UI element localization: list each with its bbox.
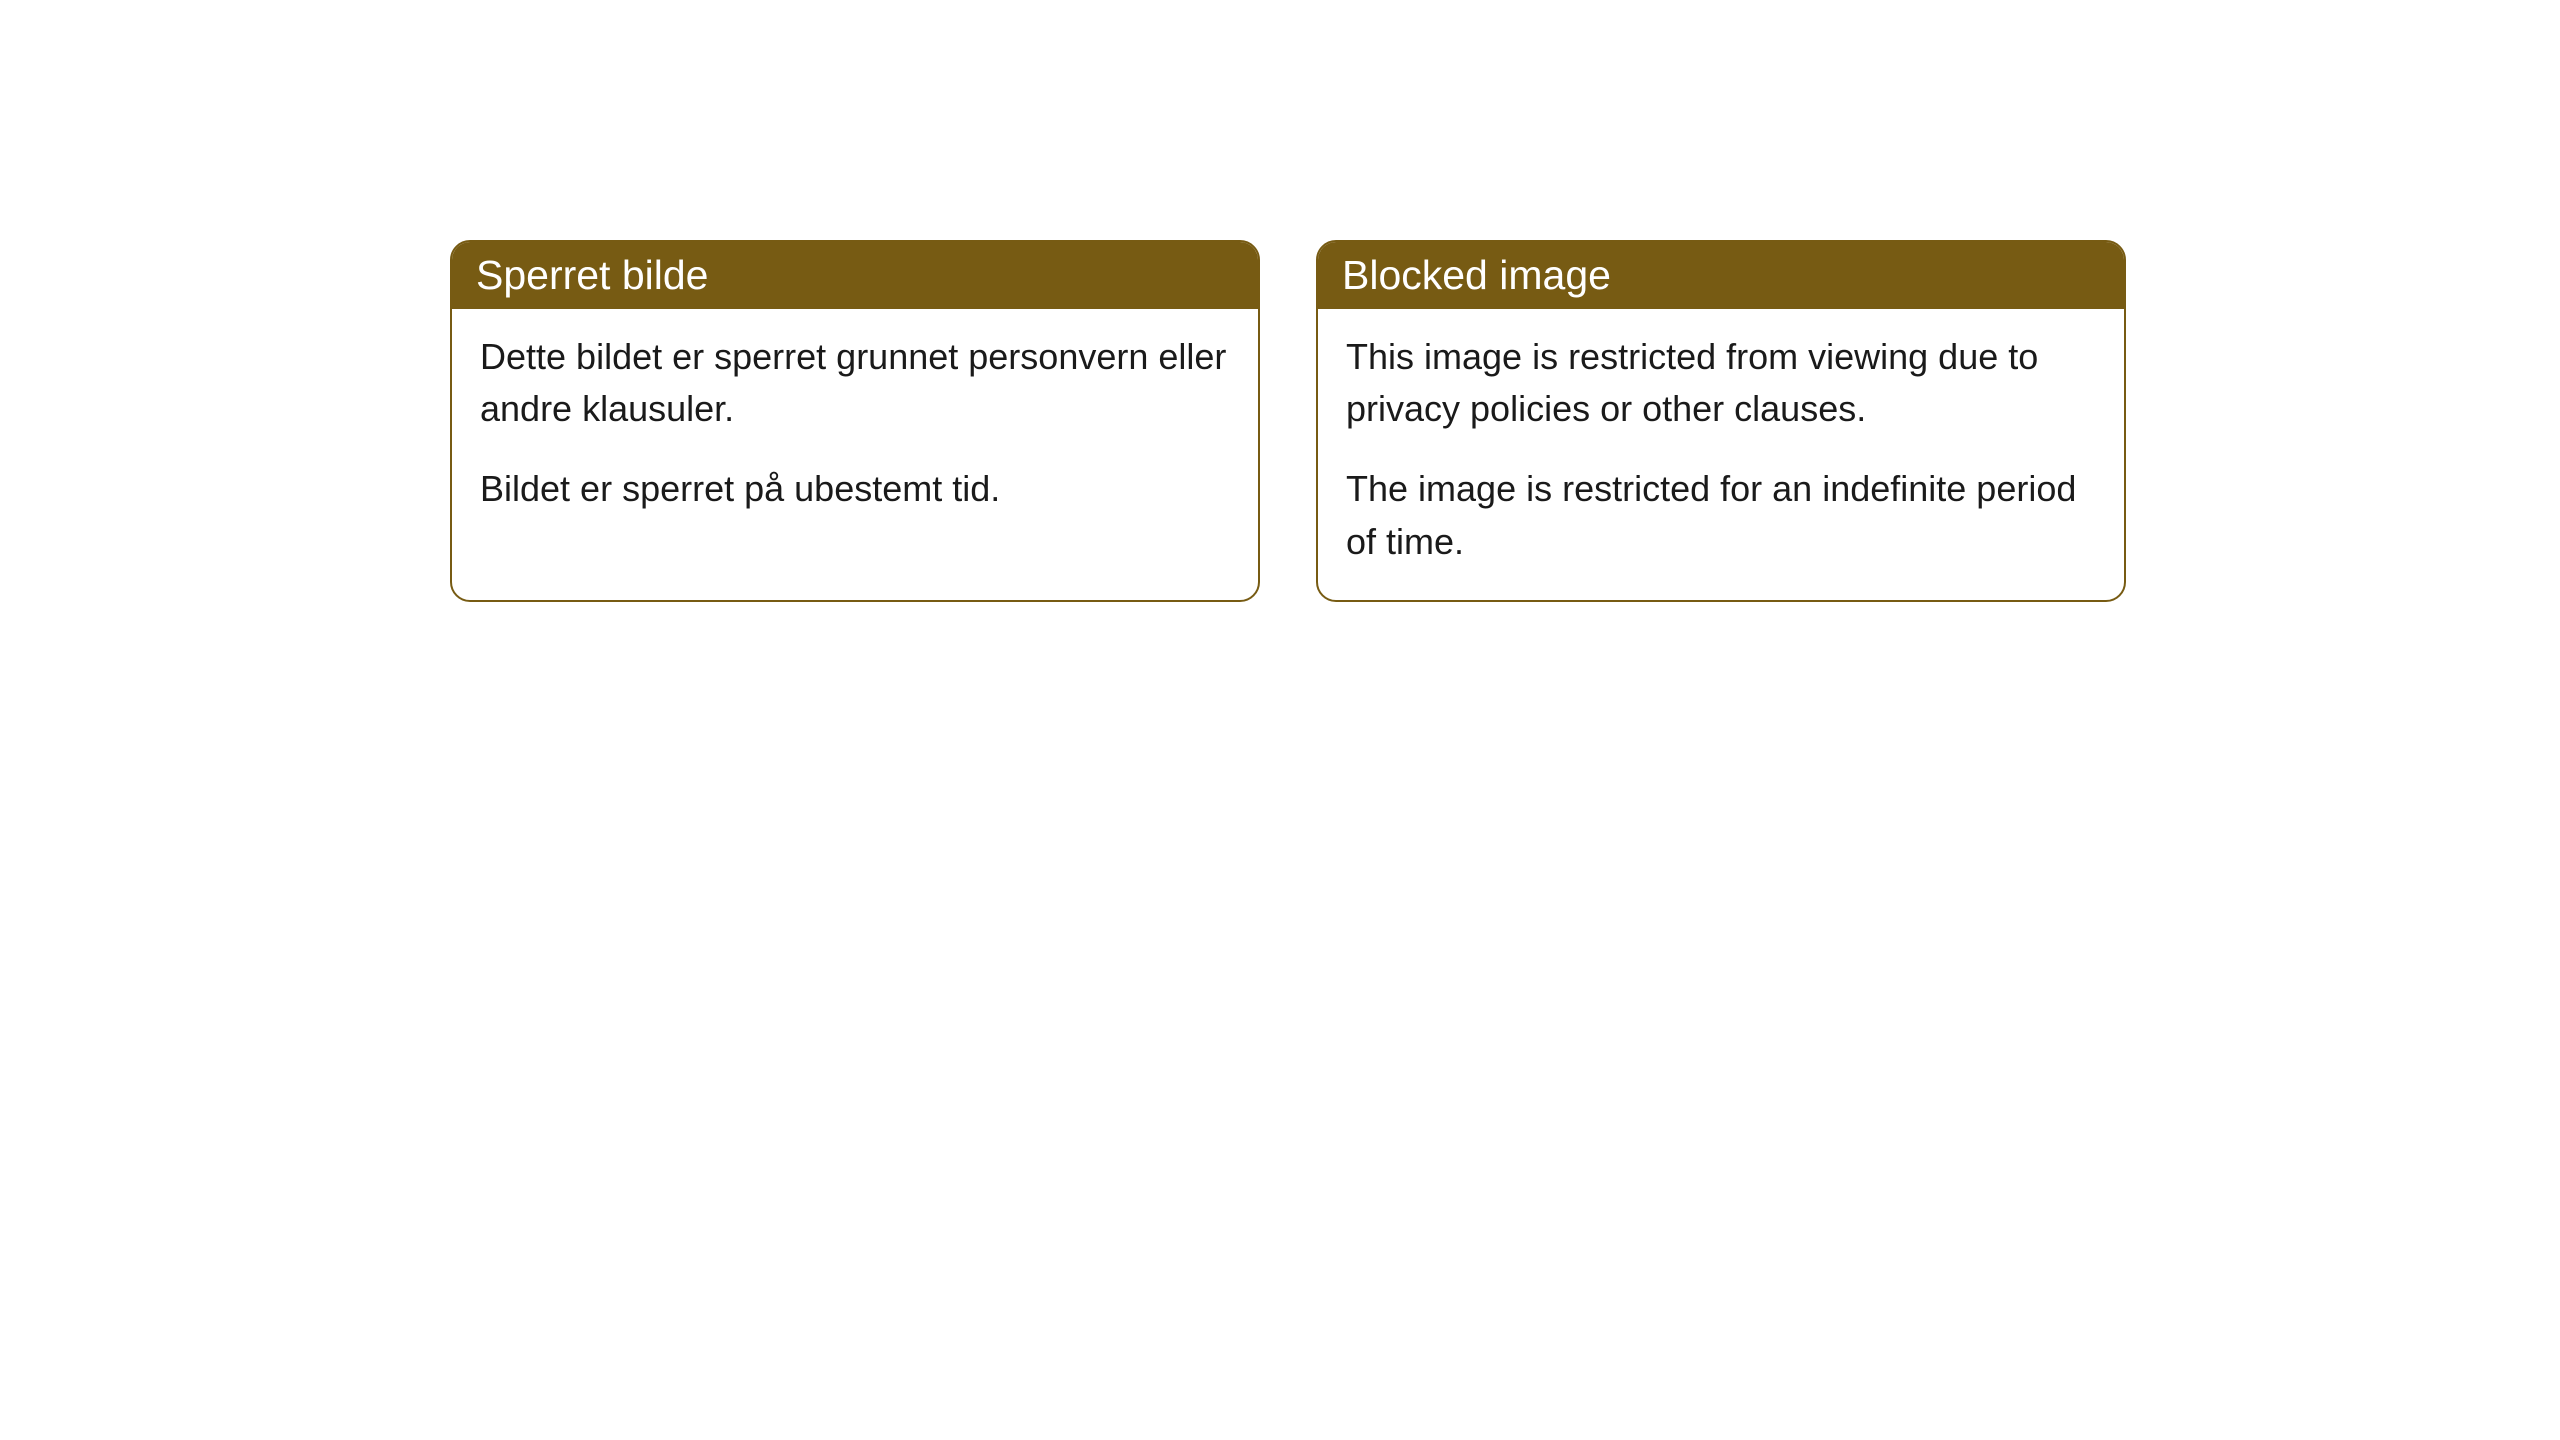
card-paragraph: Dette bildet er sperret grunnet personve…: [480, 331, 1230, 435]
card-header: Sperret bilde: [452, 242, 1258, 309]
card-body: Dette bildet er sperret grunnet personve…: [452, 309, 1258, 548]
card-paragraph: The image is restricted for an indefinit…: [1346, 463, 2096, 567]
notice-card-english: Blocked image This image is restricted f…: [1316, 240, 2126, 602]
card-title: Blocked image: [1342, 252, 1611, 298]
card-title: Sperret bilde: [476, 252, 708, 298]
notice-card-container: Sperret bilde Dette bildet er sperret gr…: [450, 240, 2126, 602]
card-paragraph: Bildet er sperret på ubestemt tid.: [480, 463, 1230, 515]
card-paragraph: This image is restricted from viewing du…: [1346, 331, 2096, 435]
notice-card-norwegian: Sperret bilde Dette bildet er sperret gr…: [450, 240, 1260, 602]
card-header: Blocked image: [1318, 242, 2124, 309]
card-body: This image is restricted from viewing du…: [1318, 309, 2124, 600]
